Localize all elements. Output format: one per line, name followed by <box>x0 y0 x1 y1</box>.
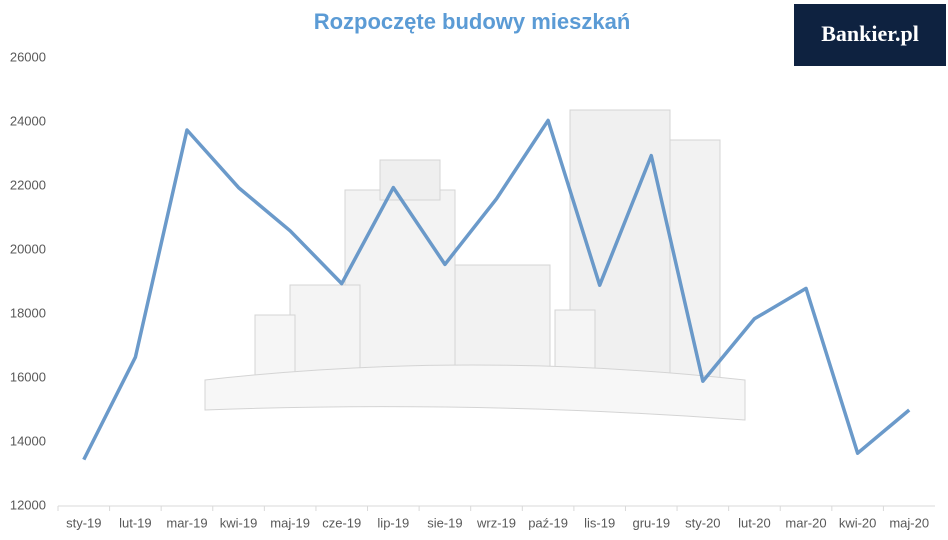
logo: Bankier.pl <box>821 21 919 46</box>
y-tick-label: 12000 <box>10 497 46 512</box>
x-tick-label: sty-20 <box>685 515 720 530</box>
x-tick-label: lip-19 <box>377 515 409 530</box>
y-tick-label: 20000 <box>10 241 46 256</box>
y-tick-label: 26000 <box>10 49 46 64</box>
y-tick-label: 14000 <box>10 433 46 448</box>
chart-title: Rozpoczęte budowy mieszkań <box>314 9 631 34</box>
x-tick-label: kwi-20 <box>839 515 877 530</box>
x-tick-label: lis-19 <box>584 515 615 530</box>
y-tick-label: 18000 <box>10 305 46 320</box>
logo-box <box>794 4 946 66</box>
x-tick-label: lut-19 <box>119 515 152 530</box>
y-tick-label: 22000 <box>10 177 46 192</box>
y-tick-label: 24000 <box>10 113 46 128</box>
x-tick-label: sie-19 <box>427 515 462 530</box>
x-tick-label: paź-19 <box>528 515 568 530</box>
x-tick-label: kwi-19 <box>220 515 258 530</box>
x-tick-label: maj-19 <box>270 515 310 530</box>
x-tick-label: sty-19 <box>66 515 101 530</box>
x-tick-label: cze-19 <box>322 515 361 530</box>
x-tick-label: lut-20 <box>738 515 771 530</box>
y-tick-label: 16000 <box>10 369 46 384</box>
background-illustration <box>204 109 746 421</box>
x-tick-label: mar-20 <box>785 515 826 530</box>
x-tick-label: gru-19 <box>632 515 670 530</box>
data-line <box>82 118 911 461</box>
x-tick-label: wrz-19 <box>476 515 516 530</box>
x-tick-label: mar-19 <box>166 515 207 530</box>
x-tick-label: maj-20 <box>889 515 929 530</box>
